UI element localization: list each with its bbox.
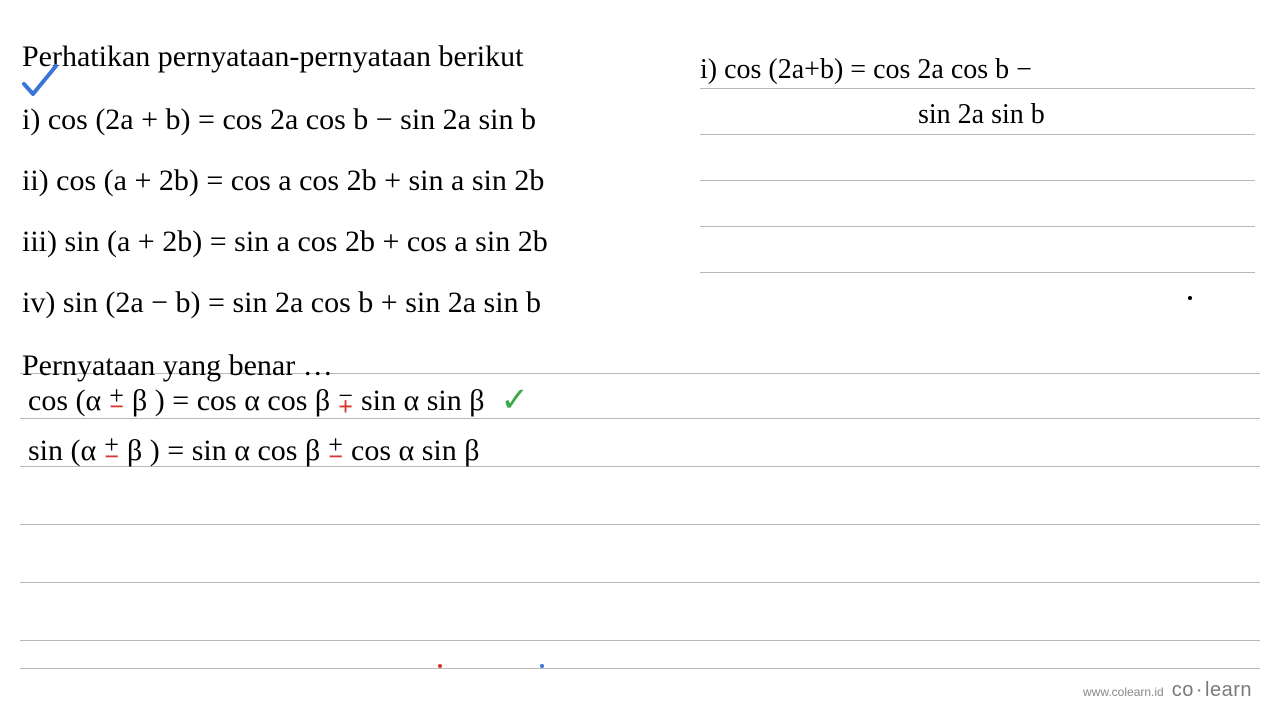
problem-block: Perhatikan pernyataan-pernyataan berikut…	[22, 28, 1262, 394]
statement-4: iv) sin (2a − b) = sin 2a cos b + sin 2a…	[22, 274, 1262, 331]
footer-url: www.colearn.id	[1083, 685, 1164, 699]
footer: www.colearn.id co·learn	[1083, 679, 1252, 702]
note-line-2: sin 2a sin b	[700, 93, 1045, 138]
cos-p1: cos (α	[28, 378, 101, 425]
minus-plus-icon: −+	[338, 390, 353, 413]
sin-formula: sin (α +− β ) = sin α cos β +− cos α sin…	[28, 428, 529, 475]
ruled-line	[20, 582, 1260, 583]
check-icon: ✓	[501, 375, 530, 428]
cos-p3: sin α sin β	[361, 378, 485, 425]
dot-marker	[1188, 296, 1192, 300]
note-line-1: i) cos (2a+b) = cos 2a cos b −	[700, 48, 1045, 93]
problem-title: Perhatikan pernyataan-pernyataan berikut	[22, 28, 1262, 85]
plus-minus-icon: +−	[328, 439, 343, 462]
brand-right: learn	[1205, 679, 1252, 701]
sin-p3: cos α sin β	[351, 428, 479, 475]
cos-p2: β ) = cos α cos β	[132, 378, 330, 425]
dot-marker	[540, 664, 544, 668]
formula-block: cos (α +− β ) = cos α cos β −+ sin α sin…	[28, 375, 529, 474]
ruled-line	[20, 668, 1260, 669]
statement-2: ii) cos (a + 2b) = cos a cos 2b + sin a …	[22, 152, 1262, 209]
brand-left: co	[1172, 679, 1194, 701]
handwritten-note-right: i) cos (2a+b) = cos 2a cos b − sin 2a si…	[700, 48, 1045, 138]
statement-3: iii) sin (a + 2b) = sin a cos 2b + cos a…	[22, 213, 1262, 270]
sin-p1: sin (α	[28, 428, 96, 475]
footer-brand: co·learn	[1172, 679, 1252, 702]
cos-formula: cos (α +− β ) = cos α cos β −+ sin α sin…	[28, 375, 529, 428]
sin-p2: β ) = sin α cos β	[127, 428, 320, 475]
plus-minus-icon: +−	[109, 390, 124, 413]
dot-marker	[438, 664, 442, 668]
statement-1: i) cos (2a + b) = cos 2a cos b − sin 2a …	[22, 91, 1262, 148]
ruled-line	[20, 524, 1260, 525]
plus-minus-icon: +−	[104, 439, 119, 462]
ruled-line	[20, 640, 1260, 641]
checkmark-icon	[20, 62, 62, 107]
